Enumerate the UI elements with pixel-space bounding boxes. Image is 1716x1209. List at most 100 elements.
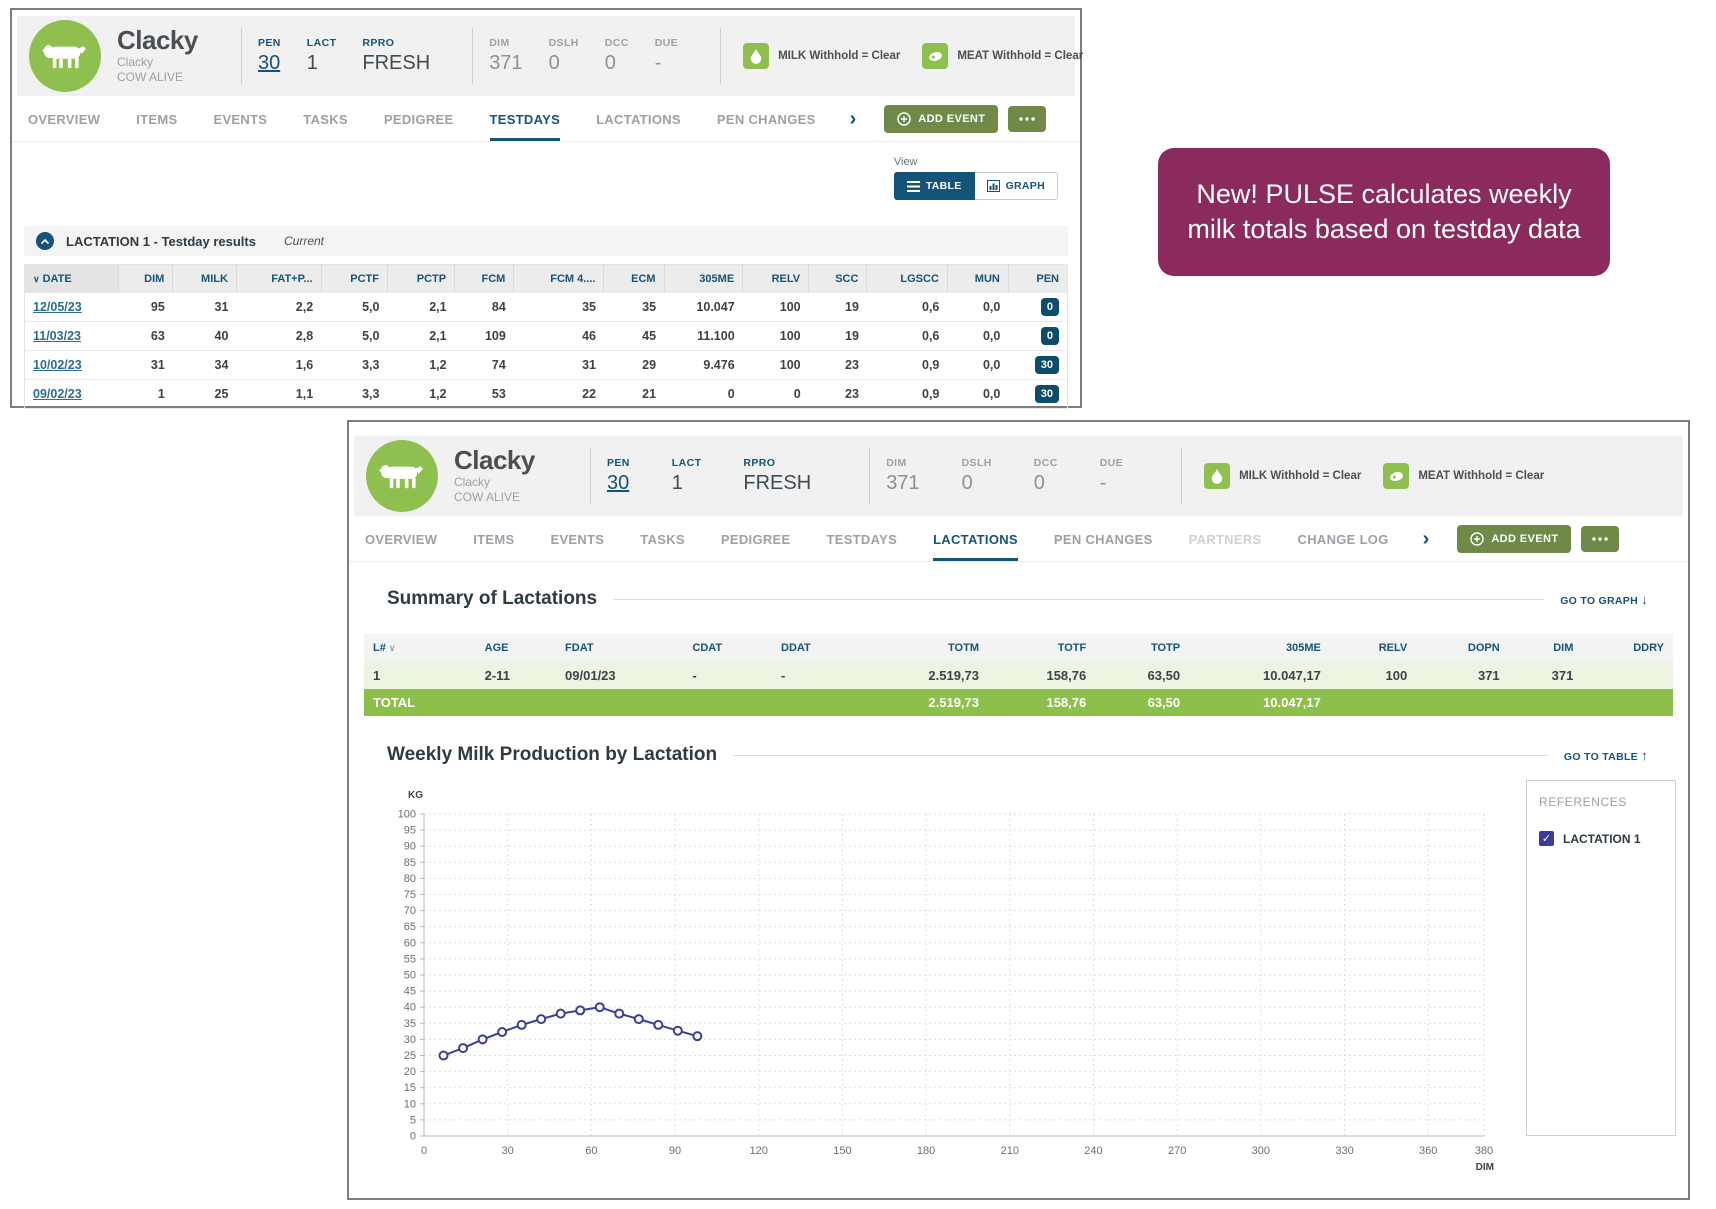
stat-label: LACT — [671, 457, 702, 469]
tab-pedigree[interactable]: PEDIGREE — [720, 531, 791, 547]
total-cell: TOTAL — [373, 695, 416, 710]
testday-cell: 46 — [513, 321, 604, 351]
add-event-button[interactable]: ADD EVENT — [884, 104, 999, 133]
more-options-button[interactable] — [1008, 105, 1047, 132]
svg-text:210: 210 — [1001, 1145, 1019, 1157]
go-to-graph-link[interactable]: GO TO GRAPH ↓ — [1560, 591, 1648, 607]
tab-pedigree[interactable]: PEDIGREE — [383, 111, 454, 127]
graph-view-button[interactable]: GRAPH — [974, 172, 1058, 200]
column-header-age[interactable]: AGE — [475, 634, 557, 662]
total-row: TOTAL 2.519,73 158,76 63,50 10.047,17 — [364, 689, 1673, 716]
chevron-right-icon[interactable]: › — [849, 107, 857, 130]
table-view-button[interactable]: TABLE — [893, 172, 975, 200]
pen-link[interactable]: 30 — [607, 472, 630, 494]
testday-cell: 5,0 — [321, 321, 388, 351]
tab-overview[interactable]: OVERVIEW — [365, 531, 438, 547]
total-cell — [1330, 689, 1416, 716]
tab-overview[interactable]: OVERVIEW — [28, 111, 101, 127]
stat-label: DSLH — [961, 457, 992, 469]
column-header-lgscc[interactable]: LGSCC — [866, 264, 948, 293]
svg-text:240: 240 — [1084, 1145, 1102, 1157]
testday-cell: 31 — [513, 350, 604, 380]
add-event-button[interactable]: ADD EVENT — [1457, 524, 1572, 553]
tab-testdays[interactable]: TESTDAYS — [826, 531, 898, 547]
testday-date-link[interactable]: 11/03/23 — [33, 329, 81, 343]
column-header-dim[interactable]: DIM — [1508, 634, 1583, 662]
lactation-section-header[interactable]: LACTATION 1 - Testday results Current — [24, 226, 1068, 256]
column-header-fcm-4-[interactable]: FCM 4.... — [513, 264, 605, 293]
divider — [720, 28, 722, 84]
stat-value: FRESH — [362, 52, 431, 74]
testday-cell: 19 — [808, 293, 867, 322]
column-header-relv[interactable]: RELV — [1329, 634, 1417, 662]
stats-primary: PEN 30 LACT 1 RPRO FRESH — [607, 457, 853, 495]
tab-events[interactable]: EVENTS — [213, 111, 268, 127]
tab-items[interactable]: ITEMS — [136, 111, 178, 127]
tab-change-log[interactable]: CHANGE LOG — [1297, 531, 1389, 547]
tab-tasks[interactable]: TASKS — [640, 531, 685, 547]
stat-lact: LACT 1 — [307, 37, 337, 75]
divider — [472, 28, 474, 84]
tab-items[interactable]: ITEMS — [473, 531, 515, 547]
tab-lactations[interactable]: LACTATIONS — [596, 111, 681, 127]
column-header-date[interactable]: ∨ DATE — [24, 264, 120, 293]
column-header-scc[interactable]: SCC — [808, 264, 868, 293]
column-header-fcm[interactable]: FCM — [454, 264, 515, 293]
column-header-ecm[interactable]: ECM — [603, 264, 665, 293]
stats-secondary: DIM 371 DSLH 0 DCC 0 DUE - — [489, 37, 704, 75]
checkbox-icon[interactable]: ✓ — [1539, 831, 1554, 846]
cow-name: Clacky — [117, 25, 198, 56]
pen-link[interactable]: 30 — [258, 52, 281, 74]
tab-partners[interactable]: PARTNERS — [1188, 531, 1262, 547]
tab-testdays[interactable]: TESTDAYS — [489, 97, 561, 141]
go-to-table-link[interactable]: GO TO TABLE ↑ — [1563, 747, 1648, 763]
stat-value: FRESH — [743, 472, 812, 494]
tab-pen-changes[interactable]: PEN CHANGES — [1053, 531, 1153, 547]
column-header-ddry[interactable]: DDRY — [1582, 634, 1673, 662]
testday-cell: 12/05/23 — [24, 293, 119, 322]
chevron-right-icon[interactable]: › — [1422, 527, 1430, 550]
column-header-l-[interactable]: L# ∨ — [364, 634, 476, 662]
stat-label: DUE — [654, 37, 679, 49]
testday-cell: 10.047 — [664, 293, 743, 322]
column-header-pen[interactable]: PEN — [1008, 264, 1068, 293]
column-header-totf[interactable]: TOTF — [988, 634, 1096, 662]
column-header-totp[interactable]: TOTP — [1095, 634, 1190, 662]
testday-cell: 1,2 — [387, 379, 455, 409]
column-header-305me[interactable]: 305ME — [1189, 634, 1330, 662]
column-header-305me[interactable]: 305ME — [664, 264, 744, 293]
column-header-dopn[interactable]: DOPN — [1416, 634, 1509, 662]
column-header-pctp[interactable]: PCTP — [387, 264, 456, 293]
svg-text:360: 360 — [1419, 1145, 1437, 1157]
column-header-relv[interactable]: RELV — [742, 264, 810, 293]
column-header-cdat[interactable]: CDAT — [683, 634, 773, 662]
column-header-fat-p-[interactable]: FAT+P... — [236, 264, 322, 293]
tab-pen-changes[interactable]: PEN CHANGES — [716, 111, 816, 127]
stat-due: DUE - — [1100, 457, 1123, 495]
testday-date-link[interactable]: 10/02/23 — [33, 358, 82, 372]
total-cell — [683, 689, 772, 716]
column-header-pctf[interactable]: PCTF — [321, 264, 388, 293]
references-panel: REFERENCES ✓ LACTATION 1 — [1526, 780, 1676, 1136]
total-cell — [772, 689, 861, 716]
summary-cell: 09/01/23 — [565, 668, 616, 683]
testday-date-link[interactable]: 09/02/23 — [33, 387, 82, 401]
column-header-ddat[interactable]: DDAT — [772, 634, 861, 662]
testday-date-link[interactable]: 12/05/23 — [33, 300, 82, 314]
collapse-icon[interactable] — [36, 232, 54, 250]
column-header-milk[interactable]: MILK — [172, 264, 237, 293]
stat-label: DIM — [489, 37, 510, 49]
column-header-dim[interactable]: DIM — [118, 264, 174, 293]
column-header-mun[interactable]: MUN — [947, 264, 1009, 293]
testday-header-row: ∨ DATE DIM MILK FAT+P... PCTF PCTP FCM FCM 4....… — [24, 264, 1068, 293]
testday-cell: 40 — [172, 321, 237, 351]
tab-events[interactable]: EVENTS — [550, 531, 605, 547]
tab-lactations[interactable]: LACTATIONS — [933, 517, 1018, 561]
column-header-totm[interactable]: TOTM — [860, 634, 988, 662]
column-header-fdat[interactable]: FDAT — [556, 634, 684, 662]
stats-primary: PEN 30 LACT 1 RPRO FRESH — [258, 37, 456, 75]
svg-text:75: 75 — [404, 889, 416, 901]
stats-secondary: DIM 371 DSLH 0 DCC 0 DUE - — [886, 457, 1165, 495]
more-options-button[interactable] — [1581, 525, 1620, 552]
tab-tasks[interactable]: TASKS — [303, 111, 348, 127]
